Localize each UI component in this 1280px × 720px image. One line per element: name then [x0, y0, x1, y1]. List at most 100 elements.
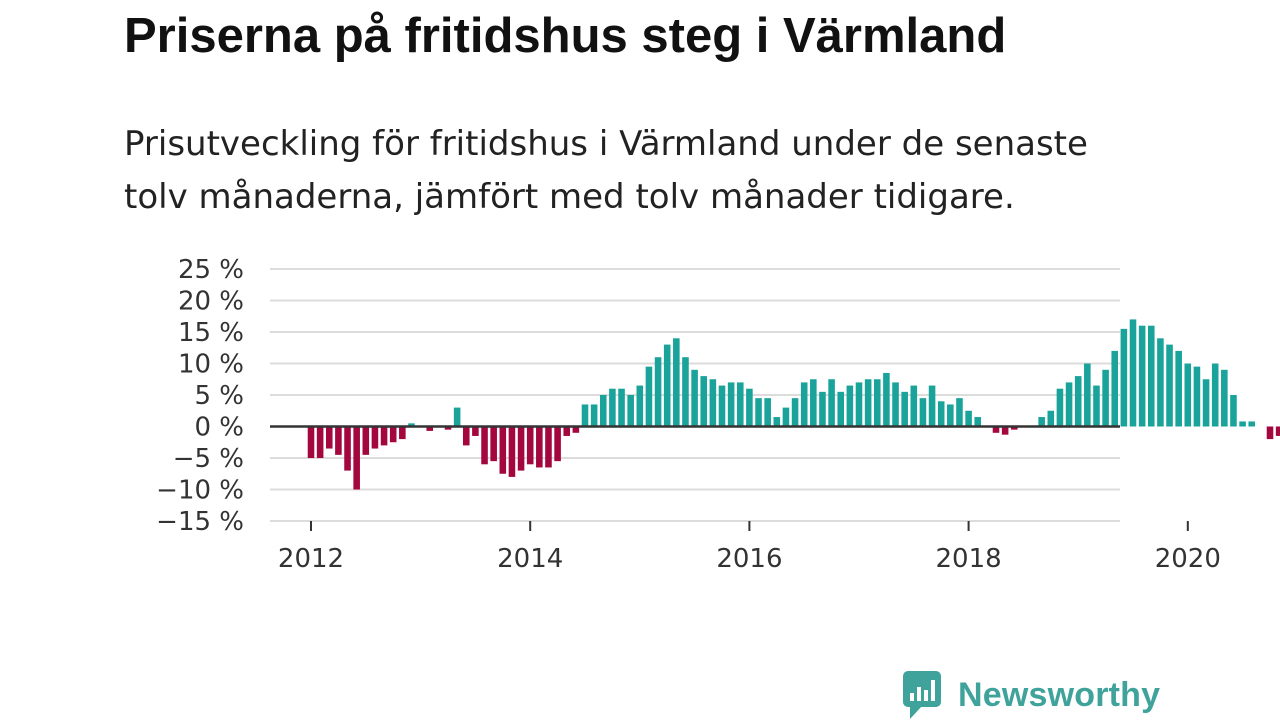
bar	[992, 426, 1000, 433]
bar	[1074, 376, 1082, 427]
bar	[791, 398, 799, 427]
bar-series	[307, 319, 1280, 490]
bar	[810, 379, 817, 427]
bar	[645, 366, 653, 427]
bar	[536, 426, 543, 468]
bar	[609, 388, 616, 427]
bar	[307, 426, 315, 458]
bar	[1056, 388, 1064, 427]
bar	[663, 344, 671, 427]
bar	[846, 385, 854, 427]
bar	[499, 426, 507, 474]
x-tick-label: 2018	[936, 544, 1002, 574]
bar	[755, 398, 762, 427]
y-tick-label: −10 %	[156, 476, 244, 506]
bar	[618, 388, 625, 427]
bar	[1047, 410, 1055, 427]
bar	[1120, 328, 1128, 427]
newsworthy-icon	[903, 671, 941, 719]
bar	[1230, 395, 1237, 427]
y-tick-label: 25 %	[178, 255, 244, 285]
bar	[682, 357, 689, 427]
bar	[1211, 363, 1219, 427]
bar	[901, 391, 908, 427]
y-tick-label: 15 %	[178, 318, 244, 348]
bar	[1147, 325, 1155, 427]
x-tick-label: 2014	[497, 544, 563, 574]
bar	[727, 382, 735, 427]
x-tick-label: 2020	[1155, 544, 1221, 574]
bar	[819, 391, 826, 427]
bar	[362, 426, 370, 455]
bar	[408, 423, 415, 427]
bar	[1184, 363, 1192, 427]
bar	[974, 417, 982, 427]
y-tick-label: 10 %	[178, 350, 244, 380]
bar	[462, 426, 470, 446]
bar	[508, 426, 516, 477]
bar	[1166, 344, 1173, 427]
bar	[673, 338, 680, 427]
bar	[864, 379, 872, 427]
bar	[1202, 379, 1210, 427]
bar	[444, 426, 452, 430]
newsworthy-logo: Newsworthy	[902, 670, 1160, 720]
bar	[910, 385, 918, 427]
bar	[453, 407, 461, 427]
bar	[490, 426, 497, 462]
bar	[426, 426, 434, 431]
bar	[654, 357, 662, 427]
bar	[709, 379, 717, 427]
bar	[1129, 319, 1137, 427]
bar	[1093, 385, 1100, 427]
bar	[599, 395, 607, 427]
bar	[782, 407, 790, 427]
bar	[545, 426, 552, 468]
bar	[700, 376, 708, 427]
bar	[1138, 325, 1146, 427]
bar	[873, 379, 881, 427]
bar	[965, 410, 972, 427]
bar	[472, 426, 479, 436]
bar	[1010, 426, 1018, 430]
chart-title: Priserna på fritidshus steg i Värmland	[124, 9, 1007, 63]
bar	[1001, 426, 1009, 435]
bar	[736, 382, 744, 427]
bar	[773, 417, 781, 427]
bar	[1084, 363, 1091, 427]
bar	[371, 426, 379, 449]
bar	[1102, 369, 1109, 427]
bar	[828, 379, 835, 427]
bar	[636, 385, 644, 427]
brand-name: Newsworthy	[958, 675, 1161, 714]
bar	[956, 398, 963, 427]
bar	[1221, 369, 1228, 427]
bar	[526, 426, 534, 465]
bar	[325, 426, 333, 449]
x-tick-label: 2016	[716, 544, 782, 574]
bar	[928, 385, 936, 427]
bar	[481, 426, 488, 465]
bar	[764, 398, 771, 427]
bar	[1065, 382, 1073, 427]
bar	[399, 426, 406, 440]
bar	[855, 382, 863, 427]
chart-subtitle: Prisutveckling för fritidshus i Värmland…	[124, 124, 1088, 217]
bar	[389, 426, 397, 443]
bar	[627, 395, 634, 427]
bar	[1111, 350, 1119, 427]
bar	[1248, 421, 1256, 427]
bar	[380, 426, 388, 446]
y-tick-label: 20 %	[178, 287, 244, 317]
bar	[947, 404, 954, 427]
bar	[1038, 417, 1045, 427]
x-tick-label: 2012	[278, 544, 344, 574]
bar	[554, 426, 561, 462]
y-tick-label: −15 %	[156, 507, 244, 537]
bar	[883, 372, 890, 427]
x-axis-labels: 20122014201620182020202220242026	[278, 521, 1221, 574]
bar	[344, 426, 351, 471]
bar	[800, 382, 808, 427]
y-tick-label: 5 %	[194, 381, 244, 411]
